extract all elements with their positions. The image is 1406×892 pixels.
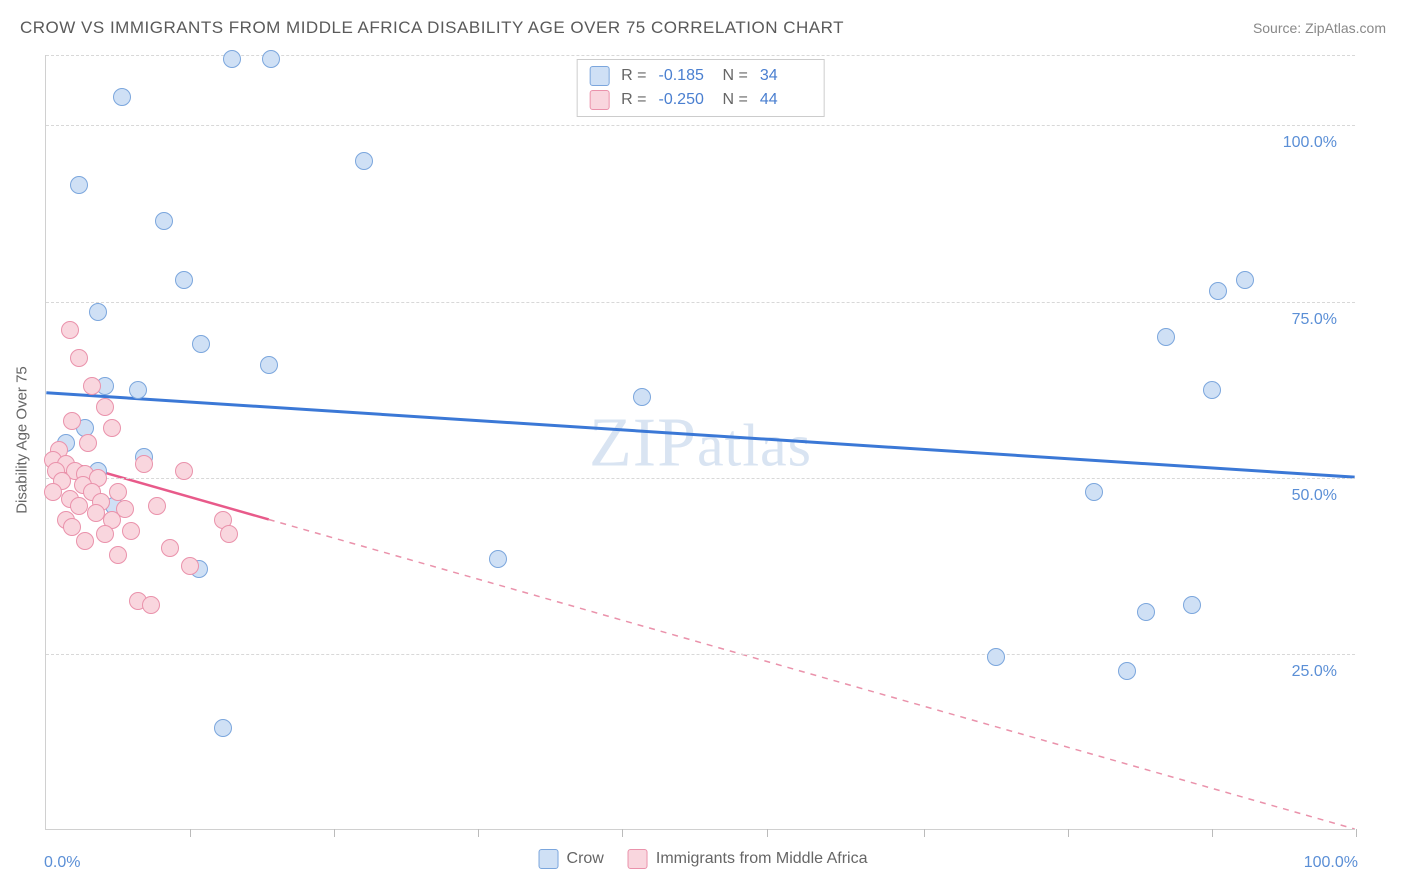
marker-crow [633, 388, 651, 406]
marker-immigrants [109, 546, 127, 564]
marker-crow [260, 356, 278, 374]
marker-crow [89, 303, 107, 321]
y-tick-label: 25.0% [1292, 663, 1337, 681]
marker-immigrants [161, 539, 179, 557]
marker-crow [175, 271, 193, 289]
marker-immigrants [135, 455, 153, 473]
marker-crow [192, 335, 210, 353]
marker-crow [155, 212, 173, 230]
swatch-icon [628, 849, 648, 869]
stats-row: R = -0.185 N = 34 [589, 64, 812, 88]
marker-crow [987, 648, 1005, 666]
stat-r-value: -0.250 [659, 91, 711, 109]
marker-crow [1209, 282, 1227, 300]
marker-immigrants [175, 462, 193, 480]
marker-crow [1236, 271, 1254, 289]
swatch-icon [539, 849, 559, 869]
y-tick-label: 50.0% [1292, 487, 1337, 505]
y-tick-label: 75.0% [1292, 311, 1337, 329]
x-tick [767, 829, 768, 837]
marker-crow [70, 176, 88, 194]
marker-immigrants [70, 497, 88, 515]
trend-lines [46, 55, 1355, 829]
stats-row: R = -0.250 N = 44 [589, 88, 812, 112]
stat-r-value: -0.185 [659, 67, 711, 85]
gridline [46, 302, 1355, 303]
x-tick [1068, 829, 1069, 837]
marker-immigrants [96, 398, 114, 416]
trendline-solid [46, 393, 1354, 477]
x-tick [1212, 829, 1213, 837]
gridline [46, 654, 1355, 655]
y-axis-title: Disability Age Over 75 [14, 366, 31, 514]
stat-n-value: 44 [760, 91, 812, 109]
gridline [46, 55, 1355, 56]
marker-crow [355, 152, 373, 170]
stat-r-label: R = [621, 67, 646, 85]
marker-crow [1118, 662, 1136, 680]
marker-immigrants [83, 377, 101, 395]
marker-immigrants [61, 321, 79, 339]
watermark: ZIPatlas [589, 404, 812, 484]
marker-crow [129, 381, 147, 399]
marker-crow [1157, 328, 1175, 346]
stats-legend-box: R = -0.185 N = 34 R = -0.250 N = 44 [576, 59, 825, 117]
marker-crow [1137, 603, 1155, 621]
marker-immigrants [109, 483, 127, 501]
x-tick [334, 829, 335, 837]
legend-label: Immigrants from Middle Africa [656, 850, 868, 868]
swatch-icon [589, 90, 609, 110]
marker-immigrants [103, 419, 121, 437]
x-tick [622, 829, 623, 837]
marker-immigrants [70, 349, 88, 367]
stat-r-label: R = [621, 91, 646, 109]
x-tick [1356, 829, 1357, 837]
chart-title: CROW VS IMMIGRANTS FROM MIDDLE AFRICA DI… [20, 18, 844, 38]
y-tick-label: 100.0% [1283, 134, 1337, 152]
stat-n-value: 34 [760, 67, 812, 85]
swatch-icon [589, 66, 609, 86]
x-axis-min-label: 0.0% [44, 854, 80, 872]
legend-label: Crow [567, 850, 604, 868]
marker-crow [262, 50, 280, 68]
marker-crow [214, 719, 232, 737]
marker-crow [113, 88, 131, 106]
x-tick [190, 829, 191, 837]
marker-immigrants [148, 497, 166, 515]
marker-immigrants [181, 557, 199, 575]
source-label: Source: ZipAtlas.com [1253, 20, 1386, 36]
plot-area: ZIPatlas R = -0.185 N = 34 R = -0.250 N = 44 25… [45, 55, 1355, 830]
marker-crow [223, 50, 241, 68]
trendline-dashed [269, 519, 1355, 829]
bottom-legend: Crow Immigrants from Middle Africa [539, 849, 868, 869]
stat-n-label: N = [723, 91, 748, 109]
marker-crow [1203, 381, 1221, 399]
x-tick [924, 829, 925, 837]
marker-immigrants [76, 532, 94, 550]
x-axis-max-label: 100.0% [1304, 854, 1358, 872]
marker-immigrants [44, 483, 62, 501]
gridline [46, 125, 1355, 126]
legend-item-crow: Crow [539, 849, 604, 869]
marker-immigrants [79, 434, 97, 452]
marker-immigrants [220, 525, 238, 543]
marker-immigrants [63, 412, 81, 430]
gridline [46, 478, 1355, 479]
marker-crow [1085, 483, 1103, 501]
marker-immigrants [142, 596, 160, 614]
marker-immigrants [96, 525, 114, 543]
marker-immigrants [122, 522, 140, 540]
legend-item-immigrants: Immigrants from Middle Africa [628, 849, 868, 869]
x-tick [478, 829, 479, 837]
marker-crow [1183, 596, 1201, 614]
stat-n-label: N = [723, 67, 748, 85]
marker-crow [489, 550, 507, 568]
